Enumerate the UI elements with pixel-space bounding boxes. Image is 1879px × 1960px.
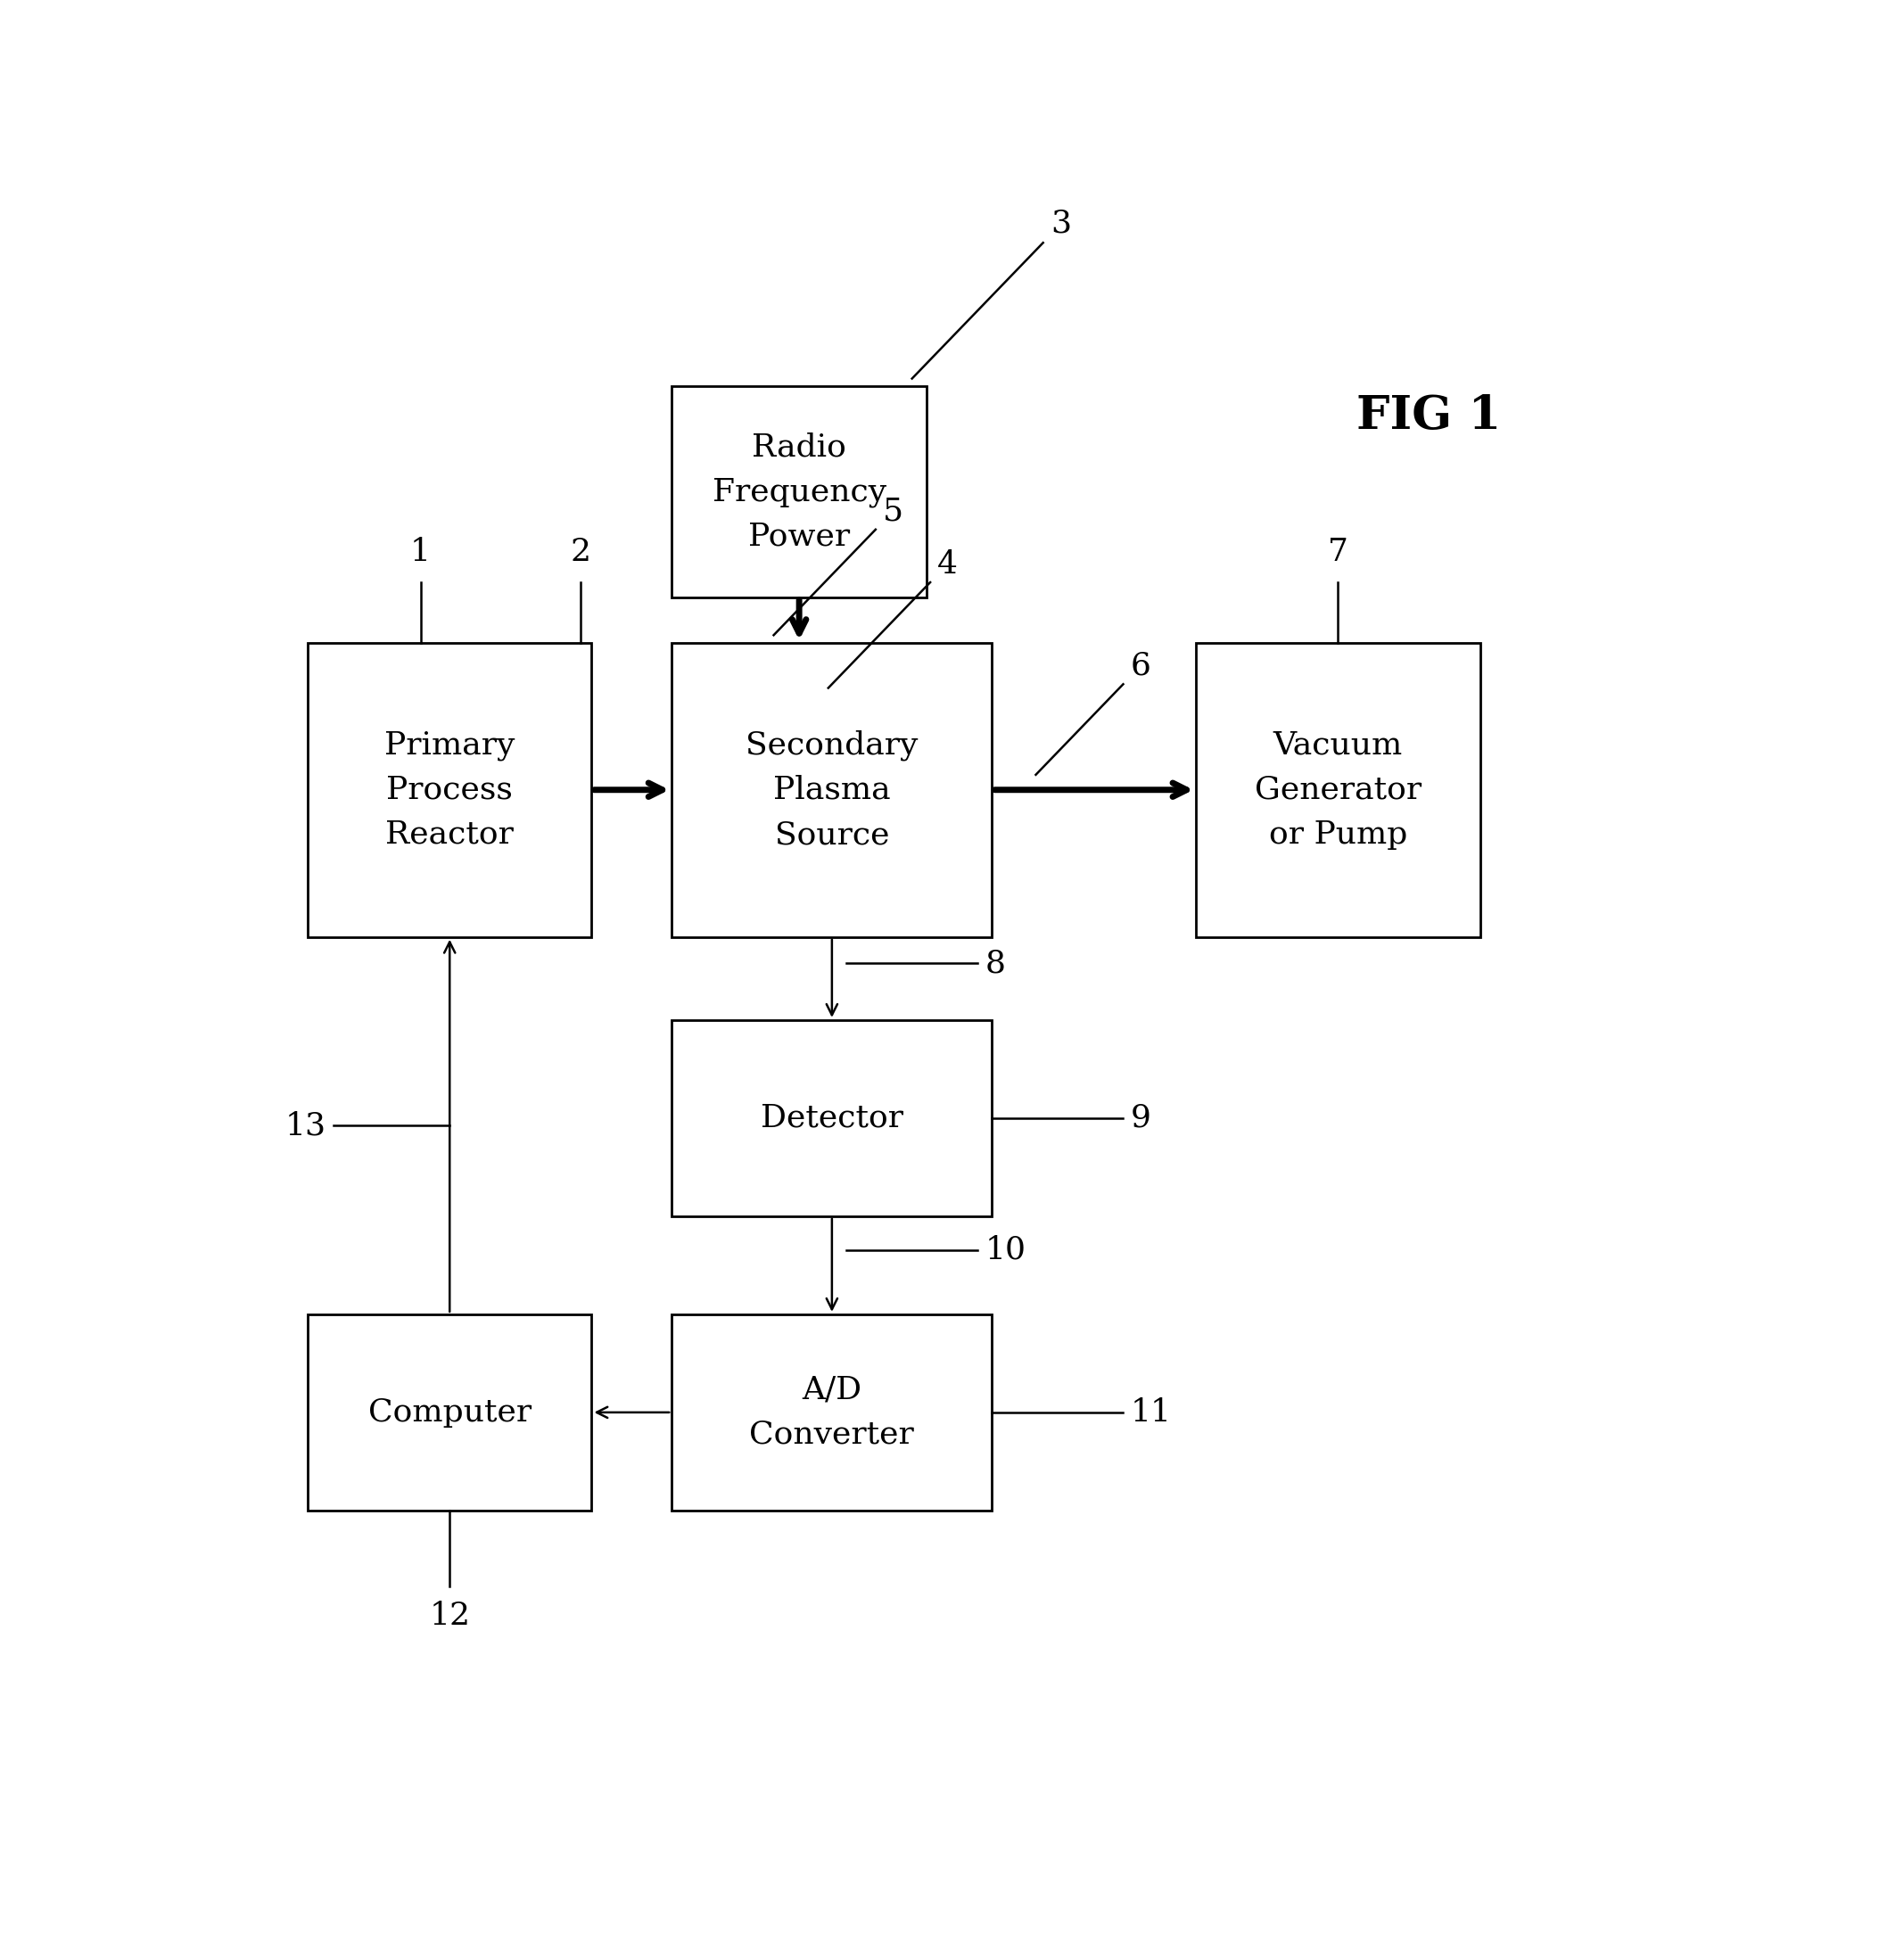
Text: A/D
Converter: A/D Converter xyxy=(750,1374,915,1450)
Bar xyxy=(1197,643,1481,937)
Text: Vacuum
Generator
or Pump: Vacuum Generator or Pump xyxy=(1255,729,1421,851)
Text: 4: 4 xyxy=(938,549,958,580)
Text: 10: 10 xyxy=(985,1235,1026,1266)
Text: 2: 2 xyxy=(571,537,592,566)
Text: 6: 6 xyxy=(1131,651,1150,682)
Text: Detector: Detector xyxy=(761,1103,904,1133)
Text: Secondary
Plasma
Source: Secondary Plasma Source xyxy=(746,729,919,851)
Text: FIG 1: FIG 1 xyxy=(1357,394,1501,439)
Text: 8: 8 xyxy=(985,949,1005,978)
Text: 1: 1 xyxy=(410,537,430,566)
Text: 12: 12 xyxy=(428,1601,470,1631)
Bar xyxy=(673,643,992,937)
Bar xyxy=(673,386,926,598)
Bar xyxy=(673,1315,992,1511)
Bar xyxy=(308,643,592,937)
Text: 5: 5 xyxy=(883,496,904,527)
Text: 9: 9 xyxy=(1131,1103,1150,1133)
Bar xyxy=(308,1315,592,1511)
Text: 7: 7 xyxy=(1328,537,1347,566)
Bar xyxy=(673,1019,992,1215)
Text: Computer: Computer xyxy=(368,1397,532,1427)
Text: Primary
Process
Reactor: Primary Process Reactor xyxy=(385,729,515,851)
Text: 13: 13 xyxy=(286,1111,325,1141)
Text: Radio
Frequency
Power: Radio Frequency Power xyxy=(712,431,887,553)
Text: 11: 11 xyxy=(1131,1397,1171,1427)
Text: 3: 3 xyxy=(1050,208,1071,239)
